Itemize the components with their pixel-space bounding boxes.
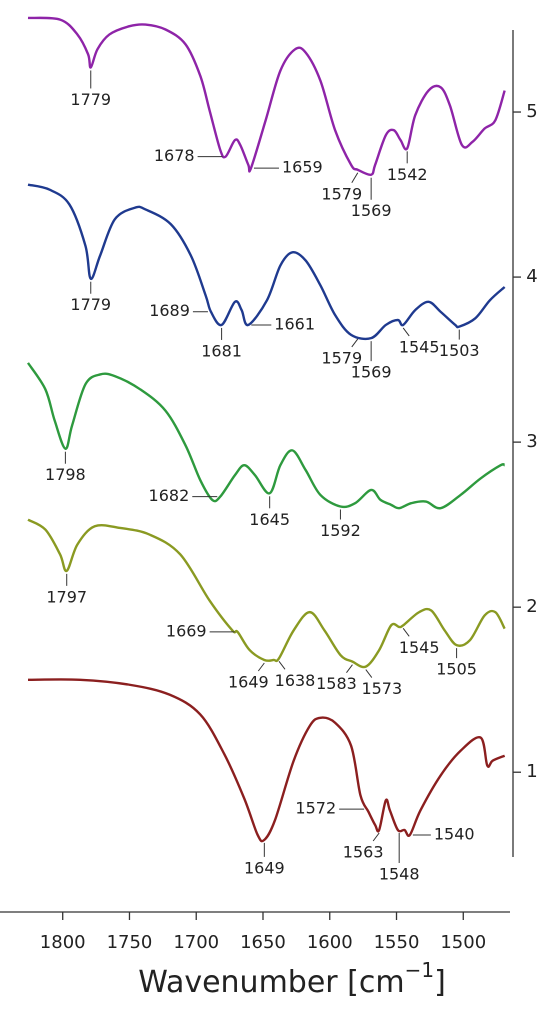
- leader-line: [372, 832, 380, 842]
- leader-line: [278, 661, 286, 670]
- peak-label: 1545: [399, 337, 440, 356]
- x-label-end: ]: [434, 965, 446, 1000]
- x-label-sup: −1: [405, 958, 434, 982]
- peak-label: 1779: [70, 295, 111, 314]
- y-tick-label: 2: [526, 596, 537, 617]
- peak-label: 1669: [166, 621, 207, 640]
- peak-label: 1583: [316, 674, 357, 693]
- peak-label: 1572: [295, 799, 336, 818]
- y-tick-label: 1: [526, 761, 537, 782]
- leader-line: [257, 662, 265, 672]
- spectrum-line: [27, 16, 506, 177]
- x-label: Wavenumber [cm: [138, 965, 404, 1000]
- spectrum-line: [27, 183, 506, 341]
- y-tick-label: 4: [526, 266, 537, 287]
- x-tick-label: 1500: [440, 932, 486, 953]
- spectrum-line: [27, 678, 506, 843]
- peak-label: 1649: [228, 672, 269, 691]
- x-tick-label: 1650: [240, 932, 286, 953]
- peak-label: 1649: [244, 858, 285, 877]
- peak-label: 1545: [399, 638, 440, 657]
- leader-line: [346, 664, 353, 673]
- x-axis-title: Wavenumber [cm−1]: [138, 958, 446, 1000]
- peak-label: 1573: [361, 679, 402, 698]
- peak-label: 1659: [282, 158, 323, 177]
- peak-label: 1540: [434, 824, 475, 843]
- x-tick-label: 1550: [374, 932, 420, 953]
- peak-label: 1579: [321, 184, 362, 203]
- x-tick-label: 1750: [107, 932, 153, 953]
- y-tick-label: 3: [526, 431, 537, 452]
- peak-label: 1563: [343, 842, 384, 861]
- spectrum-line: [27, 518, 506, 669]
- peak-label: 1689: [149, 301, 190, 320]
- leader-line: [402, 628, 410, 637]
- peak-label: 1592: [320, 521, 361, 540]
- peak-label: 1542: [387, 165, 428, 184]
- peak-label: 1798: [45, 465, 86, 484]
- peak-label: 1503: [439, 341, 480, 360]
- peak-label: 1645: [249, 510, 290, 529]
- x-tick-label: 1800: [40, 932, 86, 953]
- x-tick-label: 1700: [173, 932, 219, 953]
- peak-label: 1661: [274, 314, 315, 333]
- y-tick-label: 5: [526, 101, 537, 122]
- leader-line: [365, 669, 373, 678]
- peak-label: 1569: [351, 201, 392, 220]
- peak-label: 1797: [46, 587, 87, 606]
- peak-label: 1779: [70, 90, 111, 109]
- peak-label: 1569: [351, 363, 392, 382]
- peak-label: 1678: [154, 146, 195, 165]
- spectrum-line: [26, 362, 506, 510]
- leader-line: [351, 172, 359, 184]
- peak-label: 1638: [275, 671, 316, 690]
- peak-label: 1681: [201, 341, 242, 360]
- peak-label: 1548: [379, 864, 420, 883]
- leader-line: [402, 327, 410, 337]
- x-tick-label: 1600: [307, 932, 353, 953]
- peak-label: 1682: [149, 486, 190, 505]
- peak-label: 1579: [321, 348, 362, 367]
- peak-label: 1505: [436, 660, 477, 679]
- leader-line: [351, 338, 359, 348]
